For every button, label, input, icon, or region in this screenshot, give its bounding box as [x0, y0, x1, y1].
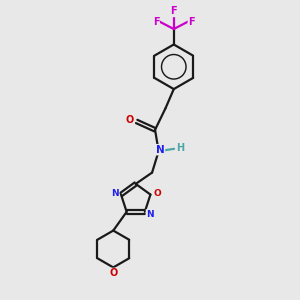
Text: N: N: [146, 210, 154, 219]
Text: O: O: [109, 268, 117, 278]
Text: F: F: [170, 7, 177, 16]
Text: F: F: [188, 16, 195, 27]
Text: N: N: [111, 189, 119, 198]
Text: N: N: [156, 145, 164, 155]
Text: O: O: [126, 115, 134, 125]
Text: H: H: [177, 143, 185, 153]
Text: F: F: [153, 16, 159, 27]
Text: O: O: [153, 189, 161, 198]
